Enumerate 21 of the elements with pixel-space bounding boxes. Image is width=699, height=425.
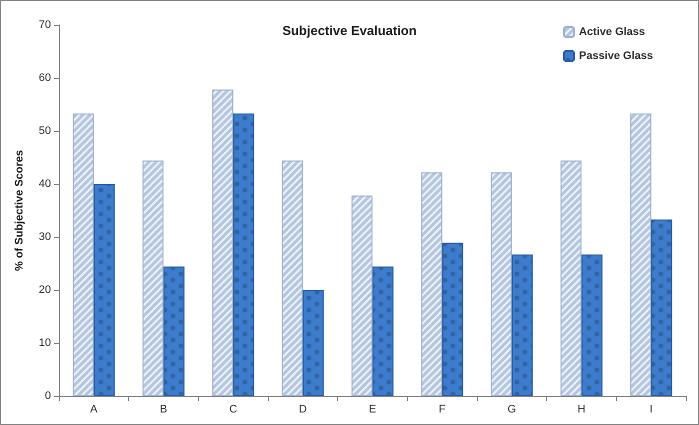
y-tick-label: 40 (38, 178, 51, 190)
chart-title: Subjective Evaluation (282, 23, 417, 38)
x-tick-label: D (298, 404, 307, 416)
y-tick-label: 60 (38, 72, 51, 84)
y-tick-label: 0 (44, 390, 51, 402)
y-tick-label: 10 (38, 337, 51, 349)
y-tick-label: 50 (38, 125, 51, 137)
x-tick-label: H (578, 404, 586, 416)
x-tick-label: C (229, 404, 238, 416)
y-tick-label: 20 (38, 284, 51, 296)
y-tick-label: 70 (38, 19, 51, 31)
x-tick-label: E (368, 404, 376, 416)
x-tick-label: A (90, 404, 98, 416)
legend-label: Passive Glass (578, 50, 654, 62)
x-tick-label: G (508, 404, 516, 416)
y-axis-title: % of Subjective Scores (14, 150, 26, 272)
x-tick-label: F (438, 404, 446, 416)
legend-label: Active Glass (578, 26, 646, 38)
x-tick-label: B (160, 404, 168, 416)
x-tick-label: I (650, 404, 653, 416)
y-tick-label: 30 (38, 231, 51, 243)
